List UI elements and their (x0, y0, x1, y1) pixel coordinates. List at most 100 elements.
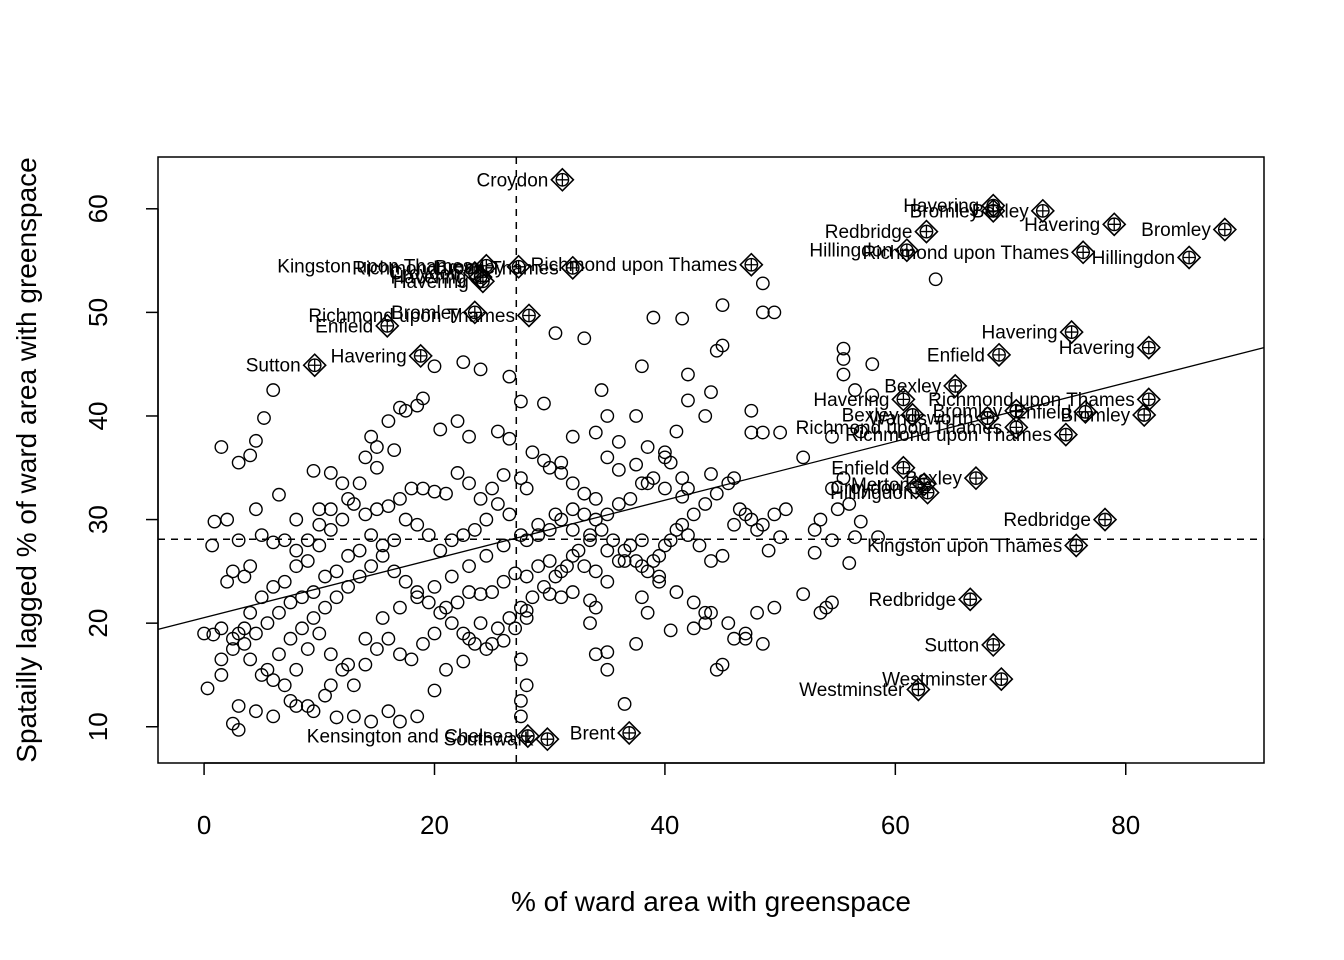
data-point (421, 595, 436, 610)
point-label: Bromley (1141, 220, 1211, 241)
data-point (658, 450, 672, 465)
data-point (496, 633, 511, 648)
data-point (456, 528, 471, 543)
data-point (658, 481, 672, 496)
data-point (197, 626, 211, 641)
data-point (346, 709, 361, 724)
data-point (611, 434, 626, 449)
diamond-marker (1132, 402, 1157, 428)
cross-marker (906, 408, 919, 422)
influential-point: Redbridge (869, 587, 983, 612)
data-point (825, 533, 839, 548)
data-point (439, 486, 453, 501)
data-point (200, 681, 215, 696)
influential-point: Bexley (972, 198, 1055, 223)
data-point (767, 600, 782, 615)
data-point (450, 466, 465, 480)
point-label: Southwark (444, 730, 534, 751)
influential-point: Bromley (391, 300, 487, 325)
diamond-marker (506, 254, 531, 279)
data-point (721, 616, 736, 631)
data-point (358, 657, 373, 672)
point-label: Bexley (842, 405, 900, 426)
data-point (479, 512, 494, 527)
diamond-marker (958, 587, 983, 612)
point-label: Westminster (882, 670, 988, 691)
influential-point: Kensington and Chelsea (307, 723, 540, 749)
diamond-marker (302, 353, 327, 378)
diamond-marker (739, 252, 764, 277)
data-point (404, 481, 419, 496)
data-point (755, 276, 770, 291)
point-label: Sutton (924, 635, 979, 656)
data-point (358, 507, 373, 522)
cross-marker (1070, 539, 1083, 552)
data-point (358, 631, 373, 646)
diamond-marker (1176, 245, 1202, 270)
data-point (243, 448, 258, 463)
data-point (387, 533, 402, 548)
data-point (427, 626, 442, 641)
cross-marker (308, 359, 321, 372)
data-point (583, 533, 597, 548)
data-point (928, 272, 943, 287)
data-point (675, 517, 690, 532)
data-point (738, 626, 753, 641)
data-point (496, 574, 511, 589)
y-tick-label: 50 (83, 298, 113, 327)
data-point (744, 403, 759, 418)
data-point (796, 587, 811, 602)
data-point (214, 621, 229, 636)
data-point (611, 554, 626, 568)
data-point (548, 507, 563, 522)
diamond-marker (550, 167, 575, 192)
point-label: Hillingdon (830, 483, 913, 504)
data-point (416, 391, 430, 406)
point-label: Hillingdon (809, 241, 892, 262)
data-point (214, 440, 229, 454)
data-point (519, 569, 534, 584)
influential-point: Richmond upon Thames (531, 252, 764, 277)
data-point (369, 440, 384, 454)
data-point (629, 409, 644, 423)
data-point (237, 636, 252, 651)
data-point (778, 502, 793, 517)
influential-point: Hillingdon (1092, 245, 1202, 270)
cross-marker (1142, 341, 1155, 354)
diamond-marker (1212, 217, 1237, 242)
data-point (364, 714, 379, 729)
cross-marker (522, 309, 536, 322)
data-point (329, 564, 344, 579)
influential-point: Richmond upon Thames (796, 415, 1029, 440)
diamond-marker (515, 723, 540, 749)
influential-point: Hillingdon (809, 238, 919, 263)
data-point (721, 476, 736, 491)
data-point (565, 585, 580, 599)
diamond-marker (1053, 422, 1078, 447)
data-point (381, 704, 396, 719)
diamond-marker (535, 727, 560, 752)
influential-point: Enfield (831, 455, 916, 480)
data-point (243, 605, 258, 620)
data-point (364, 528, 379, 543)
data-point (393, 647, 407, 662)
cross-marker (623, 726, 636, 740)
diamond-marker (891, 455, 916, 480)
data-point (842, 497, 857, 511)
data-point (836, 471, 851, 486)
data-point (767, 305, 782, 320)
cross-marker (1010, 421, 1023, 434)
data-point (231, 455, 246, 470)
data-point (600, 574, 615, 589)
data-point (675, 471, 690, 486)
data-point (398, 512, 413, 527)
cross-marker (541, 732, 554, 746)
point-label: Bromley (1060, 405, 1130, 426)
data-point (554, 455, 569, 470)
data-point (727, 517, 741, 532)
y-axis: 10 20 30 40 50 60 (83, 194, 159, 741)
data-point (600, 662, 615, 677)
data-point (283, 631, 298, 646)
data-point (634, 559, 649, 574)
data-point (300, 554, 315, 568)
